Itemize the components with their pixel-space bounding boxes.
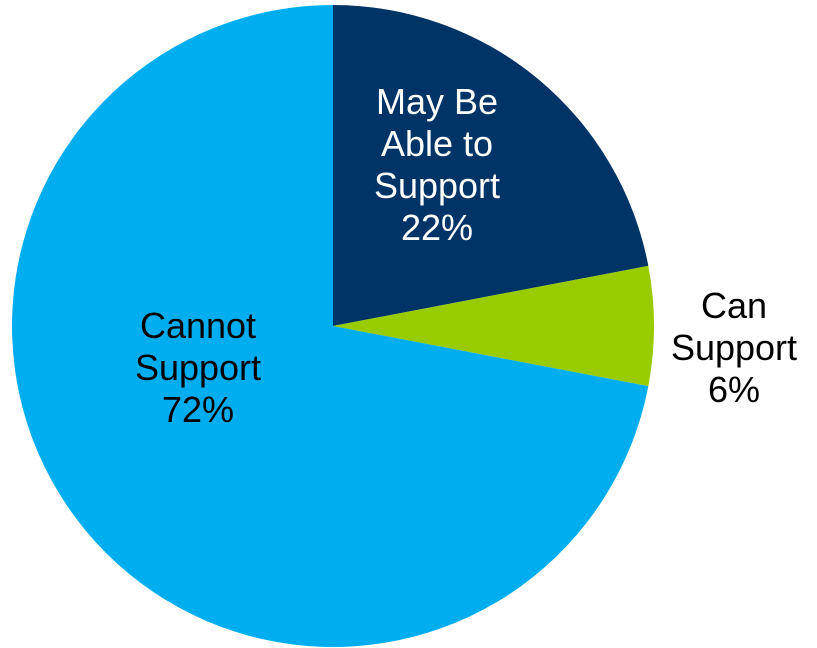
pie-label-cannot-support: Cannot Support 72% [135,305,261,430]
pie-slices [12,5,654,647]
pie-label-line: Support [374,165,500,206]
pie-label-line: Able to [381,123,493,164]
pie-label-line: Cannot [140,305,256,346]
pie-labels: May Be Able to Support 22%Can Support 6%Canno… [135,81,797,430]
pie-label-line: Support [135,347,261,388]
pie-label-value: 22% [401,207,473,248]
pie-label-line: Support [671,327,797,368]
pie-label-line: May Be [376,81,498,122]
pie-label-can-support: Can Support 6% [671,285,797,410]
pie-slice-cannot-support [12,5,649,647]
pie-slice-may-be-able-to-support [333,5,649,326]
pie-label-value: 6% [708,369,760,410]
pie-label-value: 72% [162,389,234,430]
pie-label-may-be-able-to-support: May Be Able to Support 22% [374,81,500,248]
pie-slice-can-support [333,265,654,387]
pie-label-line: Can [701,285,767,326]
